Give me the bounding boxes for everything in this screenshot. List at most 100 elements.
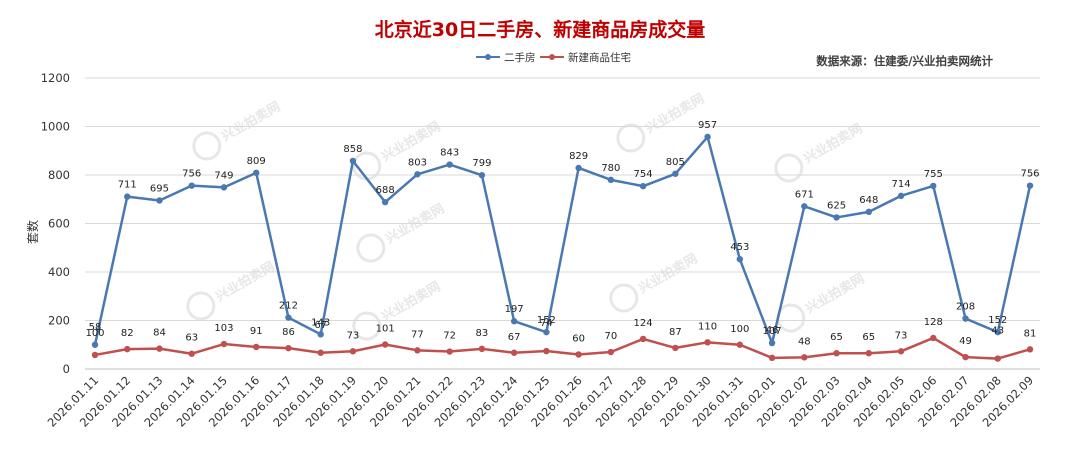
data-label: 73 <box>347 330 360 341</box>
data-point <box>833 350 840 357</box>
data-point <box>510 349 518 356</box>
watermark-text: 兴业拍卖网 <box>636 250 700 296</box>
data-label: 58 <box>89 322 102 333</box>
data-label: 714 <box>891 179 910 190</box>
data-label: 91 <box>250 326 263 337</box>
data-point <box>543 328 550 336</box>
grid <box>85 77 1040 321</box>
data-point <box>575 351 582 358</box>
data-label: 208 <box>956 302 975 313</box>
data-point <box>285 344 292 352</box>
data-point <box>897 192 905 200</box>
data-point <box>446 161 453 168</box>
data-point <box>930 334 937 342</box>
y-tick-label: 0 <box>63 362 70 376</box>
data-label: 749 <box>214 170 233 181</box>
watermark-logo-icon <box>356 233 386 263</box>
y-axis-ticks: 0 200 400 600 800 1000 1200 <box>41 71 70 376</box>
data-label: 84 <box>153 328 166 339</box>
data-point <box>865 208 872 216</box>
data-label: 803 <box>408 157 427 168</box>
data-label: 72 <box>443 331 456 342</box>
legend: 二手房 新建商品住宅 <box>476 51 631 64</box>
data-point <box>704 133 711 141</box>
data-label: 625 <box>827 200 846 211</box>
data-label: 110 <box>698 321 717 332</box>
data-label: 780 <box>601 163 620 174</box>
data-point <box>414 171 421 178</box>
data-point <box>124 193 131 200</box>
data-point <box>253 343 260 351</box>
data-label: 100 <box>85 328 104 339</box>
data-label: 695 <box>150 183 169 194</box>
y-tick-label: 800 <box>48 168 70 182</box>
data-label: 67 <box>314 320 327 331</box>
y-axis-label: 套数 <box>25 220 40 244</box>
watermark-logo-icon <box>352 311 382 341</box>
watermark: 兴业拍卖网 <box>192 98 283 161</box>
data-point <box>801 203 808 210</box>
data-point <box>414 347 421 354</box>
data-label: 453 <box>730 242 749 253</box>
data-point <box>188 182 195 189</box>
data-label: 755 <box>924 169 943 180</box>
watermark-text: 兴业拍卖网 <box>379 278 443 324</box>
y-tick-label: 1000 <box>41 120 70 134</box>
data-point <box>768 339 776 347</box>
data-point <box>672 170 679 177</box>
data-label: 77 <box>411 329 424 340</box>
data-label: 143 <box>311 317 330 328</box>
data-label: 65 <box>862 332 875 343</box>
data-label: 48 <box>798 336 811 347</box>
data-label: 86 <box>282 327 295 338</box>
legend-item-new-residential: 新建商品住宅 <box>540 51 631 64</box>
data-label: 152 <box>988 315 1007 326</box>
data-label: 87 <box>669 327 682 338</box>
data-label: 49 <box>959 336 972 347</box>
y-tick-label: 400 <box>48 265 70 279</box>
data-point <box>704 339 711 346</box>
data-point <box>91 351 99 359</box>
watermark-text: 兴业拍卖网 <box>219 98 283 144</box>
data-label: 805 <box>666 157 685 168</box>
data-labels: 100 711 695 756 749 809 212 143 858 688 803 843 799 1… <box>85 120 1039 347</box>
data-label: 73 <box>895 330 908 341</box>
watermark-logo-icon <box>609 283 639 313</box>
data-point <box>639 335 647 343</box>
data-label: 63 <box>185 333 198 344</box>
data-point <box>801 354 808 361</box>
data-point <box>543 347 550 355</box>
data-label: 70 <box>604 331 617 342</box>
data-point <box>510 318 518 325</box>
legend-label-new-residential: 新建商品住宅 <box>568 51 631 64</box>
data-point <box>446 348 453 355</box>
data-point <box>768 354 776 362</box>
data-label: 83 <box>476 328 489 339</box>
data-point <box>220 184 228 191</box>
data-label: 103 <box>214 323 233 334</box>
data-label: 60 <box>572 333 585 344</box>
data-point <box>962 315 969 322</box>
y-tick-label: 600 <box>48 217 70 231</box>
data-point <box>91 341 99 348</box>
watermark: 兴业拍卖网 <box>352 278 443 341</box>
data-label: 809 <box>247 156 266 167</box>
data-point <box>607 348 615 356</box>
data-label: 671 <box>795 189 814 200</box>
data-label: 829 <box>569 151 588 162</box>
source-note: 数据来源：住建委/兴业拍卖网统计 <box>816 54 993 68</box>
data-point <box>575 164 582 172</box>
data-label: 711 <box>118 180 137 191</box>
watermark-logo-icon <box>776 303 806 333</box>
data-point <box>285 314 292 321</box>
y-tick-label: 1200 <box>41 71 70 85</box>
data-label: 65 <box>830 332 843 343</box>
series-line-0 <box>93 135 1032 346</box>
watermark-logo-icon <box>192 131 222 161</box>
data-point <box>188 350 195 357</box>
data-point <box>672 344 679 352</box>
data-point <box>736 341 744 348</box>
y-tick-label: 200 <box>48 314 70 328</box>
data-label: 152 <box>537 315 556 326</box>
